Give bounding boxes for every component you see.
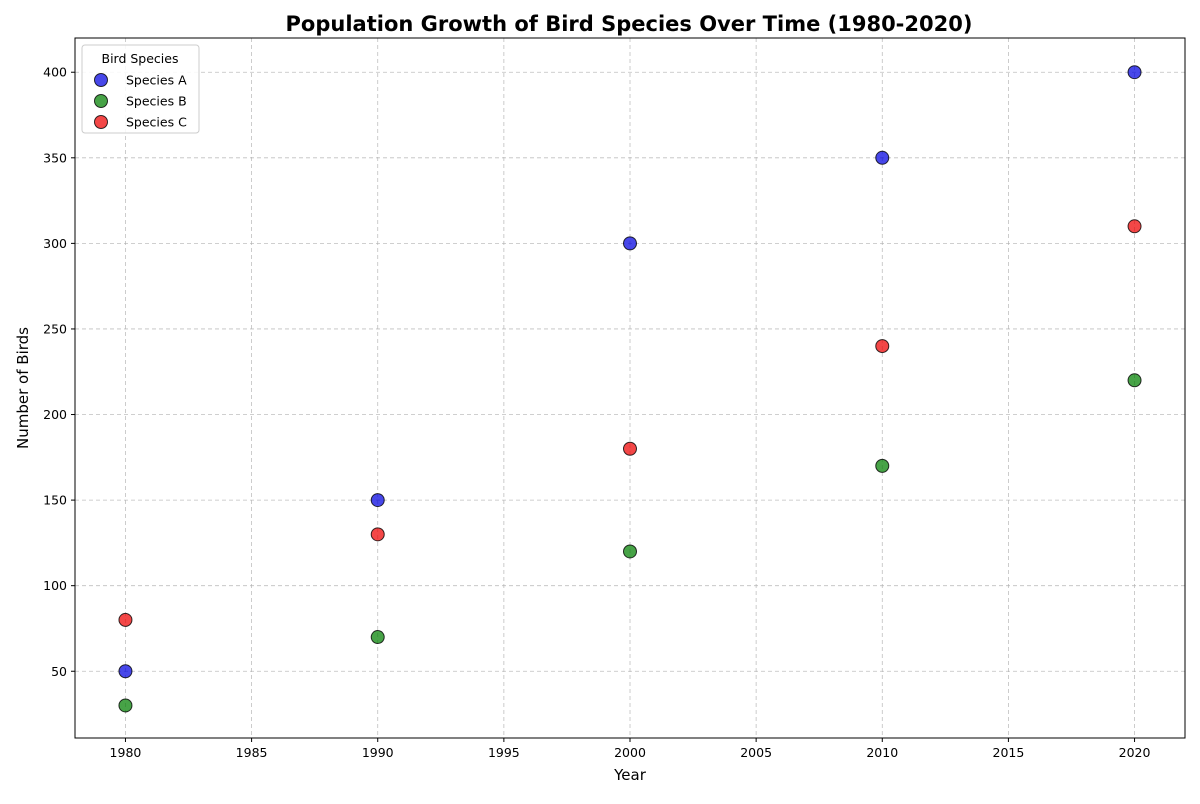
data-point-species-c (370, 527, 385, 542)
data-point-species-a (118, 664, 133, 679)
x-tick-label: 2010 (866, 745, 898, 760)
legend-label-species-c: Species C (126, 115, 187, 130)
x-tick-label: 2005 (740, 745, 772, 760)
x-tick-label: 1990 (362, 745, 394, 760)
axis-ticks: 1980 1985 1990 1995 2000 2005 2010 2015 2020 50 10… (43, 65, 1150, 760)
x-tick-label: 1985 (236, 745, 268, 760)
legend: Bird Species Species A Species B Species C (81, 44, 200, 134)
y-tick-label: 300 (43, 236, 67, 251)
legend-marker-species-c (94, 115, 108, 129)
y-tick-label: 200 (43, 407, 67, 422)
y-tick-label: 400 (43, 65, 67, 80)
x-tick-label: 2015 (993, 745, 1025, 760)
legend-marker-species-a (94, 73, 108, 87)
data-point-species-a (1127, 65, 1142, 80)
y-tick-label: 50 (51, 664, 67, 679)
data-point-species-b (118, 698, 133, 713)
legend-box (81, 44, 200, 134)
data-point-species-b (370, 630, 385, 645)
data-point-species-a (370, 493, 385, 508)
x-tick-label: 1995 (488, 745, 520, 760)
data-point-species-b (623, 544, 637, 559)
y-tick-label: 350 (43, 150, 67, 165)
y-tick-label: 100 (43, 578, 67, 593)
legend-label-species-a: Species A (126, 73, 187, 88)
data-point-species-a (623, 236, 637, 251)
chart-title: Population Growth of Bird Species Over T… (286, 12, 973, 36)
grid (75, 38, 1185, 738)
y-axis-label: Number of Birds (14, 327, 32, 449)
data-point-species-a (875, 150, 890, 165)
legend-marker-species-b (94, 94, 108, 108)
x-tick-label: 1980 (110, 745, 142, 760)
data-point-species-c (623, 441, 637, 456)
data-points (118, 65, 1142, 713)
x-tick-label: 2020 (1119, 745, 1151, 760)
x-tick-label: 2000 (614, 745, 646, 760)
data-point-species-c (118, 612, 133, 627)
data-point-species-c (875, 339, 890, 354)
data-point-species-b (1127, 373, 1142, 388)
data-point-species-b (875, 458, 890, 473)
legend-label-species-b: Species B (126, 94, 187, 109)
y-tick-label: 150 (43, 493, 67, 508)
y-tick-label: 250 (43, 321, 67, 336)
data-point-species-c (1127, 219, 1142, 234)
legend-title: Bird Species (102, 51, 179, 66)
x-axis-label: Year (613, 766, 647, 784)
